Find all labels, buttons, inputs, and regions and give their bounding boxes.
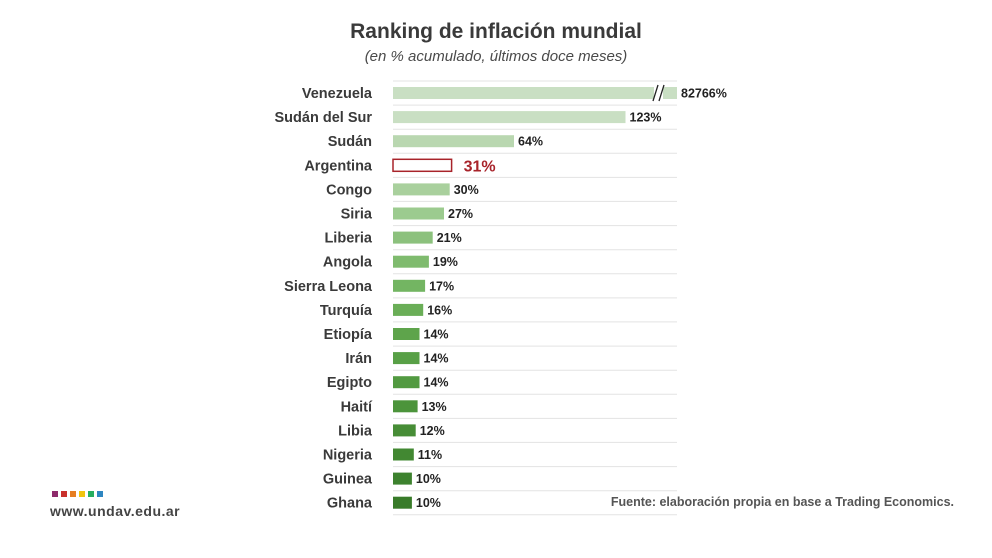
- bar: [393, 87, 677, 99]
- logo-dot: [70, 491, 76, 497]
- value-label: 27%: [448, 207, 473, 221]
- bar: [393, 135, 514, 148]
- bar: [393, 472, 412, 485]
- value-label: 14%: [424, 328, 449, 342]
- logo-dots: [52, 491, 103, 497]
- category-label: Angola: [323, 255, 373, 271]
- axis-break-mark: [658, 84, 665, 102]
- bar: [393, 279, 426, 292]
- website-url[interactable]: www.undav.edu.ar: [50, 503, 181, 519]
- value-label: 82766%: [681, 87, 727, 101]
- category-label: Haití: [341, 399, 373, 415]
- value-label: 21%: [437, 231, 462, 245]
- category-label: Sierra Leona: [284, 279, 373, 295]
- bar: [393, 111, 626, 124]
- value-label: 11%: [418, 448, 442, 462]
- category-label: Siria: [341, 207, 373, 223]
- category-label: Argentina: [304, 158, 373, 174]
- bar: [393, 328, 420, 340]
- bar: [393, 352, 420, 365]
- category-label: Nigeria: [323, 448, 373, 464]
- category-label: Congo: [326, 182, 372, 198]
- category-label: Irán: [345, 351, 372, 367]
- source-note: Fuente: elaboración propia en base a Tra…: [610, 495, 954, 509]
- value-label: 12%: [420, 424, 445, 438]
- category-label: Sudán: [328, 134, 372, 150]
- category-label: Egipto: [327, 375, 372, 391]
- value-label: 31%: [464, 158, 496, 175]
- category-label: Guinea: [323, 472, 373, 488]
- value-label: 14%: [424, 376, 449, 390]
- bar: [393, 400, 418, 413]
- value-label: 10%: [416, 496, 441, 510]
- logo-dot: [52, 491, 58, 497]
- bar: [393, 231, 433, 244]
- bar: [393, 376, 420, 389]
- value-label: 10%: [416, 472, 441, 486]
- category-label: Liberia: [324, 231, 372, 247]
- category-label: Ghana: [327, 496, 373, 512]
- logo-dot: [88, 491, 94, 497]
- category-label: Venezuela: [302, 86, 373, 102]
- chart-subtitle: (en % acumulado, últimos doce meses): [364, 48, 628, 65]
- value-label: 17%: [429, 279, 454, 293]
- value-label: 123%: [630, 111, 662, 125]
- bar: [393, 496, 412, 509]
- value-label: 14%: [424, 352, 449, 366]
- logo-dot: [79, 491, 85, 497]
- chart-title: Ranking de inflación mundial: [350, 20, 642, 43]
- bar: [393, 207, 444, 220]
- category-label: Libia: [338, 423, 373, 439]
- bar: [393, 255, 429, 268]
- bar: [393, 183, 450, 196]
- logo-dot: [97, 491, 103, 497]
- value-label: 30%: [454, 183, 479, 197]
- value-label: 19%: [433, 255, 458, 269]
- bar: [393, 448, 414, 461]
- bar: [393, 303, 424, 316]
- value-label: 16%: [427, 303, 452, 317]
- logo-dot: [61, 491, 67, 497]
- category-label: Turquía: [320, 303, 373, 319]
- axis-break-gap: [654, 85, 663, 101]
- bar: [393, 424, 416, 437]
- category-label: Sudán del Sur: [275, 110, 373, 126]
- axis-break-mark: [652, 84, 659, 102]
- value-label: 13%: [422, 400, 447, 414]
- bar: [392, 158, 453, 173]
- value-label: 64%: [518, 135, 543, 149]
- category-label: Etiopía: [324, 327, 373, 343]
